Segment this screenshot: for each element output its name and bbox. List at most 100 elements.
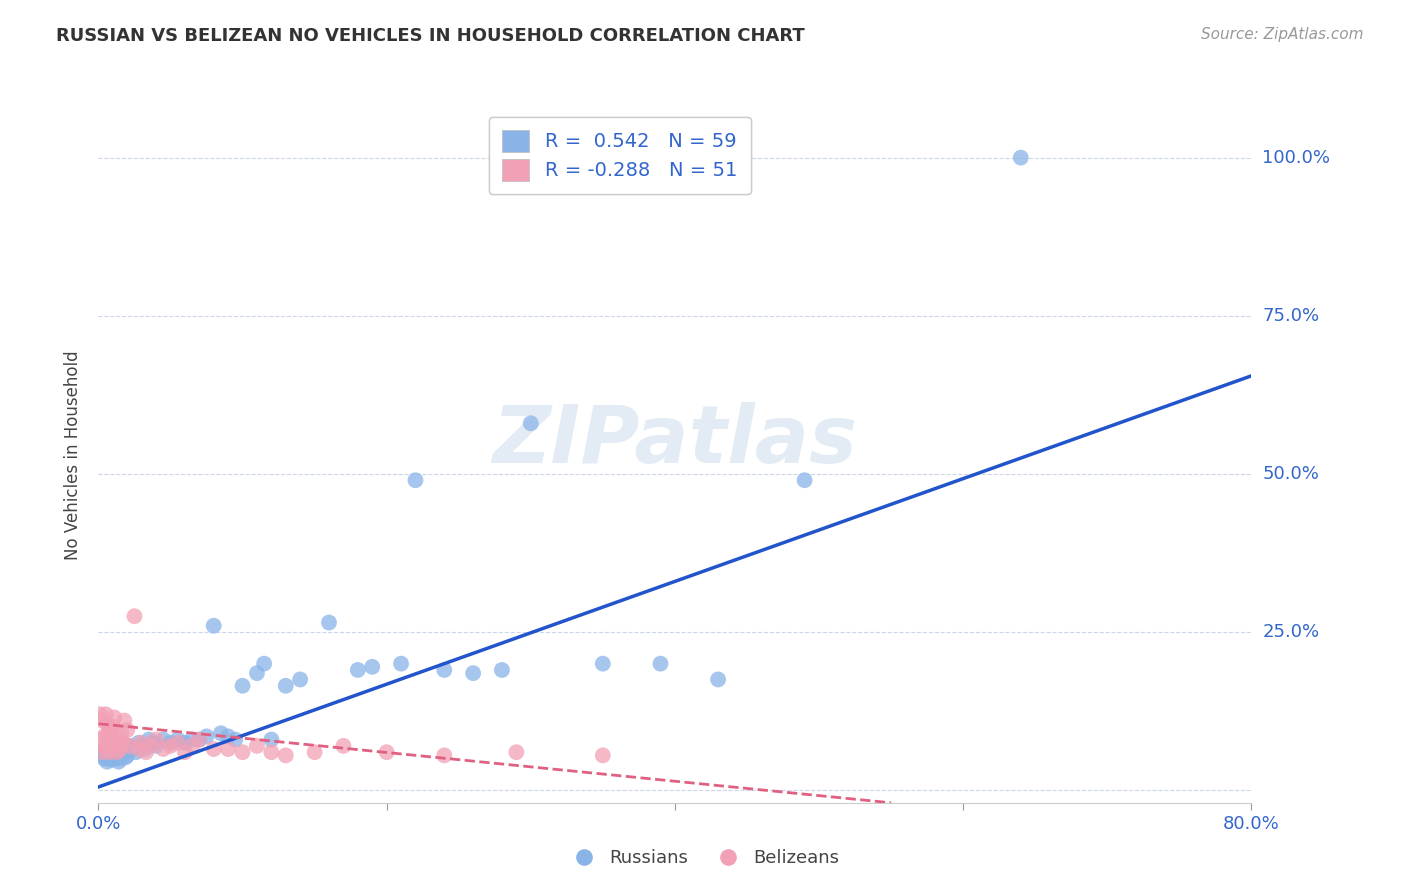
Point	[159, 736, 181, 750]
Point	[231, 679, 254, 693]
Point	[231, 745, 254, 759]
Point	[110, 751, 132, 765]
Point	[135, 745, 157, 759]
Point	[120, 739, 142, 753]
Point	[318, 615, 340, 630]
Point	[304, 745, 326, 759]
Point	[142, 736, 165, 750]
Point	[103, 739, 125, 753]
Point	[89, 707, 111, 722]
Point	[274, 679, 297, 693]
Point	[111, 747, 134, 761]
Point	[166, 732, 188, 747]
Point	[592, 657, 614, 671]
Point	[152, 732, 174, 747]
Point	[166, 736, 188, 750]
Point	[332, 739, 354, 753]
Point	[520, 417, 543, 431]
Point	[152, 742, 174, 756]
Point	[181, 739, 204, 753]
Point	[97, 736, 120, 750]
Point	[131, 736, 153, 750]
Point	[117, 723, 138, 737]
Text: 100.0%: 100.0%	[1263, 149, 1330, 167]
Point	[91, 748, 114, 763]
Point	[188, 732, 211, 747]
Point	[389, 657, 412, 671]
Point	[145, 732, 167, 747]
Point	[125, 745, 148, 759]
Point	[104, 745, 127, 759]
Point	[103, 710, 125, 724]
Text: 75.0%: 75.0%	[1263, 307, 1320, 325]
Text: 50.0%: 50.0%	[1263, 465, 1319, 483]
Point	[174, 745, 197, 759]
Point	[101, 750, 124, 764]
Y-axis label: No Vehicles in Household: No Vehicles in Household	[65, 350, 83, 560]
Point	[145, 739, 167, 753]
Point	[260, 745, 283, 759]
Point	[120, 739, 142, 753]
Point	[105, 751, 128, 765]
Point	[122, 742, 145, 756]
Point	[107, 755, 129, 769]
Point	[188, 732, 211, 747]
Point	[90, 745, 112, 759]
Point	[96, 755, 118, 769]
Point	[97, 726, 120, 740]
Legend: Russians, Belizeans: Russians, Belizeans	[560, 842, 846, 874]
Point	[131, 739, 153, 753]
Point	[274, 748, 297, 763]
Point	[433, 748, 456, 763]
Point	[100, 739, 122, 753]
Point	[181, 732, 204, 747]
Point	[217, 742, 239, 756]
Point	[111, 736, 134, 750]
Point	[246, 739, 269, 753]
Point	[90, 732, 112, 747]
Point	[361, 660, 384, 674]
Point	[101, 720, 124, 734]
Point	[117, 748, 138, 763]
Text: Source: ZipAtlas.com: Source: ZipAtlas.com	[1201, 27, 1364, 42]
Point	[94, 739, 117, 753]
Point	[224, 732, 246, 747]
Point	[209, 726, 232, 740]
Point	[114, 750, 136, 764]
Point	[93, 730, 115, 744]
Text: 25.0%: 25.0%	[1263, 623, 1320, 641]
Point	[110, 726, 132, 740]
Point	[246, 666, 269, 681]
Point	[1010, 151, 1032, 165]
Point	[108, 742, 131, 756]
Point	[491, 663, 513, 677]
Point	[253, 657, 276, 671]
Legend: R =  0.542   N = 59, R = -0.288   N = 51: R = 0.542 N = 59, R = -0.288 N = 51	[489, 117, 751, 194]
Point	[107, 732, 129, 747]
Point	[290, 673, 312, 687]
Point	[592, 748, 614, 763]
Point	[101, 732, 124, 747]
Point	[707, 673, 730, 687]
Point	[433, 663, 456, 677]
Point	[98, 748, 121, 763]
Point	[91, 745, 114, 759]
Point	[96, 742, 118, 756]
Point	[100, 753, 122, 767]
Point	[91, 714, 114, 728]
Point	[139, 739, 162, 753]
Point	[346, 663, 368, 677]
Point	[98, 745, 121, 759]
Point	[97, 751, 120, 765]
Point	[461, 666, 484, 681]
Point	[134, 742, 156, 756]
Point	[505, 745, 527, 759]
Point	[94, 742, 117, 756]
Point	[375, 745, 398, 759]
Point	[96, 716, 118, 731]
Point	[98, 723, 121, 737]
Point	[112, 714, 135, 728]
Point	[217, 730, 239, 744]
Point	[174, 736, 197, 750]
Point	[159, 739, 181, 753]
